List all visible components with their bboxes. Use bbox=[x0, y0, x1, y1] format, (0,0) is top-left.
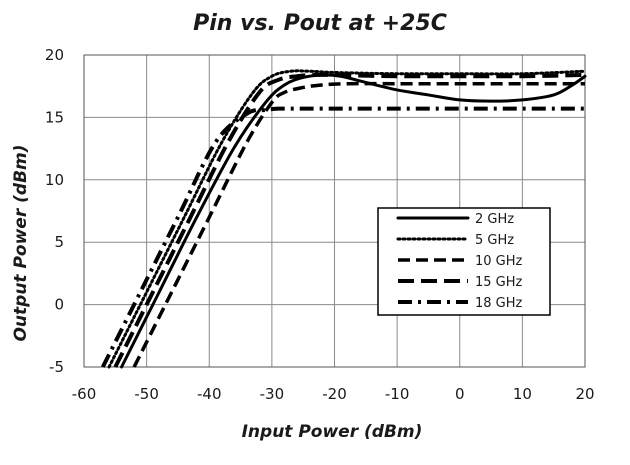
x-tick-label: -20 bbox=[322, 385, 347, 403]
legend-label: 15 GHz bbox=[475, 275, 523, 290]
y-tick-label: 0 bbox=[54, 296, 64, 314]
series-lines bbox=[100, 69, 587, 369]
y-tick-label: -5 bbox=[49, 358, 64, 376]
y-tick-label: 5 bbox=[54, 233, 64, 251]
series-line-15-ghz bbox=[113, 72, 586, 368]
series-line-5-ghz bbox=[107, 69, 587, 369]
x-tick-label: -10 bbox=[385, 385, 410, 403]
x-tick-label: -50 bbox=[134, 385, 159, 403]
series-line-10-ghz bbox=[132, 81, 585, 368]
x-tick-labels: -60 -50 -40 -30 -20 -10 0 10 20 bbox=[72, 385, 595, 403]
legend-label: 5 GHz bbox=[475, 233, 514, 248]
x-tick-label: -60 bbox=[72, 385, 97, 403]
legend-label: 18 GHz bbox=[475, 296, 523, 311]
y-tick-label: 10 bbox=[45, 171, 64, 189]
x-tick-label: -40 bbox=[197, 385, 222, 403]
x-tick-label: -30 bbox=[260, 385, 285, 403]
y-axis-label: Output Power (dBm) bbox=[11, 144, 31, 341]
chart-title: Pin vs. Pout at +25C bbox=[193, 11, 447, 36]
y-tick-label: 20 bbox=[45, 46, 64, 64]
legend-label: 10 GHz bbox=[475, 254, 523, 269]
y-tick-label: 15 bbox=[45, 108, 64, 126]
legend: 2 GHz 5 GHz 10 GHz 15 GHz 18 GHz bbox=[377, 207, 551, 316]
plot-frame bbox=[83, 54, 586, 368]
series-line-18-ghz bbox=[100, 106, 585, 368]
legend-label: 2 GHz bbox=[475, 212, 514, 227]
x-tick-label: 0 bbox=[455, 385, 465, 403]
y-tick-labels: 20 15 10 5 0 -5 bbox=[45, 46, 64, 376]
x-tick-label: 10 bbox=[513, 385, 532, 403]
x-tick-label: 20 bbox=[575, 385, 594, 403]
x-axis-label: Input Power (dBm) bbox=[242, 422, 423, 442]
